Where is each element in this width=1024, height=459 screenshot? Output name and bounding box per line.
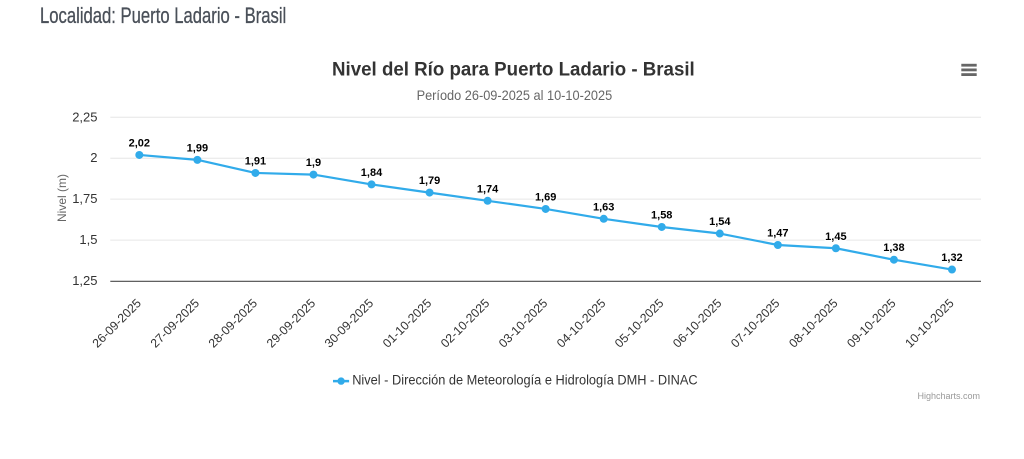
svg-text:10-10-2025: 10-10-2025	[902, 296, 956, 350]
svg-text:Highcharts.com: Highcharts.com	[917, 391, 980, 401]
svg-text:2,02: 2,02	[129, 137, 150, 149]
svg-text:1,99: 1,99	[187, 142, 208, 154]
svg-text:Período 26-09-2025 al 10-10-20: Período 26-09-2025 al 10-10-2025	[417, 87, 613, 103]
svg-text:29-09-2025: 29-09-2025	[264, 296, 318, 350]
svg-text:1,5: 1,5	[79, 232, 97, 247]
svg-text:30-09-2025: 30-09-2025	[322, 296, 376, 350]
svg-text:2,25: 2,25	[72, 109, 97, 124]
svg-text:Nivel (m): Nivel (m)	[55, 174, 69, 222]
svg-text:05-10-2025: 05-10-2025	[612, 296, 666, 350]
svg-text:1,91: 1,91	[245, 155, 266, 167]
svg-text:28-09-2025: 28-09-2025	[206, 296, 260, 350]
svg-text:1,54: 1,54	[709, 216, 731, 228]
svg-text:07-10-2025: 07-10-2025	[728, 296, 782, 350]
svg-text:02-10-2025: 02-10-2025	[438, 296, 492, 350]
svg-text:1,75: 1,75	[72, 191, 97, 206]
svg-text:1,9: 1,9	[306, 157, 321, 169]
svg-text:1,79: 1,79	[419, 175, 440, 187]
svg-text:08-10-2025: 08-10-2025	[786, 296, 840, 350]
svg-text:26-09-2025: 26-09-2025	[90, 296, 144, 350]
svg-text:Nivel - Dirección de Meteorolo: Nivel - Dirección de Meteorología e Hidr…	[352, 372, 698, 388]
svg-text:2: 2	[90, 150, 97, 165]
svg-text:27-09-2025: 27-09-2025	[148, 296, 202, 350]
svg-text:1,84: 1,84	[361, 167, 383, 179]
svg-text:06-10-2025: 06-10-2025	[670, 296, 724, 350]
svg-text:1,45: 1,45	[825, 231, 846, 243]
svg-text:03-10-2025: 03-10-2025	[496, 296, 550, 350]
svg-text:01-10-2025: 01-10-2025	[380, 296, 434, 350]
svg-text:1,74: 1,74	[477, 183, 499, 195]
svg-text:1,69: 1,69	[535, 191, 556, 203]
svg-text:1,63: 1,63	[593, 201, 614, 213]
svg-text:1,25: 1,25	[72, 273, 97, 288]
svg-text:09-10-2025: 09-10-2025	[844, 296, 898, 350]
svg-text:04-10-2025: 04-10-2025	[554, 296, 608, 350]
svg-text:1,32: 1,32	[941, 252, 962, 264]
svg-text:1,47: 1,47	[767, 227, 788, 239]
svg-text:Nivel del Río para Puerto Lada: Nivel del Río para Puerto Ladario - Bras…	[332, 58, 695, 79]
svg-text:1,58: 1,58	[651, 209, 672, 221]
svg-text:1,38: 1,38	[883, 242, 904, 254]
